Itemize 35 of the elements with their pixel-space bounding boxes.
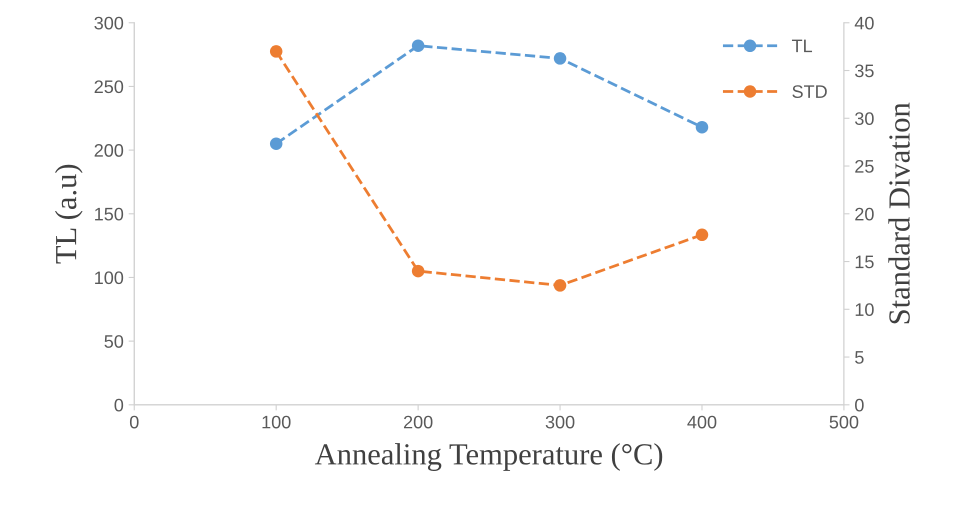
point: [412, 39, 424, 52]
y2-tick-label: 15: [856, 256, 874, 268]
point: [270, 45, 282, 58]
point: [696, 120, 708, 134]
x-tick-label: 100: [262, 416, 291, 428]
y2-tick-label: 20: [855, 208, 874, 221]
point: [554, 279, 566, 292]
point: [270, 137, 282, 150]
x-tick-label: 200: [404, 416, 432, 428]
point: [554, 52, 566, 65]
y2-axis-title: Standard Divation: [888, 102, 910, 324]
y-tick-label: 250: [94, 80, 124, 94]
y2-tick-label: 5: [855, 351, 864, 364]
x-tick-label: 0: [130, 416, 139, 428]
y2-tick-label: 10: [856, 303, 874, 316]
y2-tick-label: 25: [855, 160, 874, 173]
y2-tick-label: 0: [855, 398, 864, 412]
y-tick-label: 200: [94, 144, 124, 157]
legend-label: STD: [792, 85, 827, 98]
y2-tick-label: 40: [854, 16, 874, 30]
y2-tick-label: 35: [855, 64, 874, 78]
y-tick-label: 0: [114, 398, 124, 412]
point: [696, 228, 708, 242]
x-tick-label: 500: [830, 416, 858, 428]
y-tick-label: 100: [95, 271, 124, 284]
legend-label: TL: [792, 40, 812, 52]
y-tick-label: 50: [104, 335, 124, 348]
point: [412, 264, 424, 278]
y-tick-label: 150: [95, 208, 124, 221]
x-tick-label: 400: [687, 416, 716, 428]
x-axis-title: Annealing Temperature (°C): [314, 443, 662, 471]
y2-tick-label: 30: [855, 112, 874, 125]
x-tick-label: 300: [546, 416, 574, 428]
y-tick-label: 300: [94, 16, 124, 30]
y-axis-title: TL (a.u): [54, 164, 83, 264]
